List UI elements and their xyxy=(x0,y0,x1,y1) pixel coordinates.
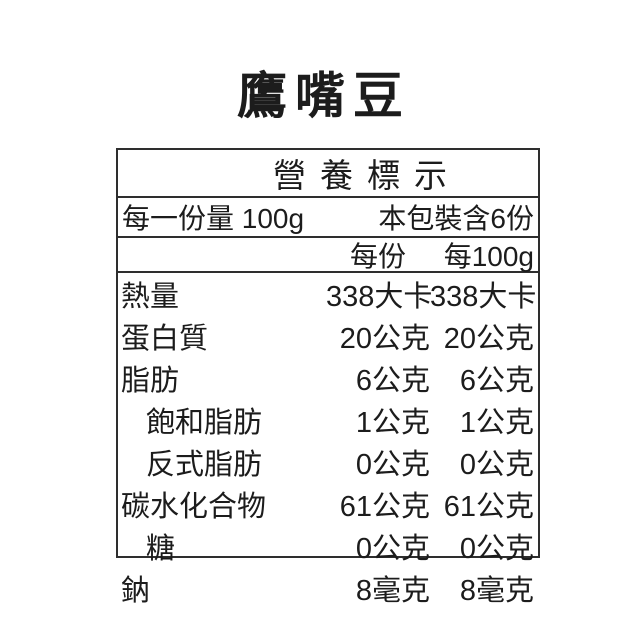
nutrient-row: 反式脂肪 0公克 0公克 xyxy=(118,441,538,483)
nutrient-label: 鈉 xyxy=(121,575,151,607)
per-serving-value: 0公克 xyxy=(355,449,430,481)
nutrition-header-row: 營養標示 xyxy=(118,150,538,198)
per-serving-value: 61公克 xyxy=(339,491,430,523)
nutrient-label: 糖 xyxy=(146,533,176,565)
nutrient-row: 脂肪 6公克 6公克 xyxy=(118,357,538,399)
product-title: 鷹嘴豆 xyxy=(237,68,411,124)
nutrient-row: 熱量 338大卡 338大卡 xyxy=(118,273,538,315)
nutrient-row: 蛋白質 20公克 20公克 xyxy=(118,315,538,357)
per-serving-value: 8毫克 xyxy=(355,575,430,607)
nutrient-row: 碳水化合物 61公克 61公克 xyxy=(118,483,538,525)
per-100g-value: 8毫克 xyxy=(459,575,534,607)
nutrition-table-body: 熱量 338大卡 338大卡蛋白質 20公克 20公克脂肪 6公克 6公克飽和脂肪 1公克 1公… xyxy=(118,273,538,609)
nutrient-label: 飽和脂肪 xyxy=(146,407,263,439)
per-serving-value: 6公克 xyxy=(355,365,430,397)
per-100g-value: 61公克 xyxy=(443,491,534,523)
nutrient-label: 碳水化合物 xyxy=(121,491,267,523)
column-header-per-serving: 每份 xyxy=(349,240,406,272)
per-serving-value: 1公克 xyxy=(355,407,430,439)
serving-info-row: 每一份量 100g 本包裝含6份 xyxy=(118,198,538,238)
nutrient-row: 鈉 8毫克 8毫克 xyxy=(118,567,538,609)
per-100g-value: 0公克 xyxy=(459,533,534,565)
column-header-row: 每份 每100g xyxy=(118,238,538,273)
servings-per-package-text: 本包裝含6份 xyxy=(378,203,534,234)
serving-size-text: 每一份量 100g xyxy=(122,203,305,234)
per-100g-value: 1公克 xyxy=(459,407,534,439)
per-100g-value: 0公克 xyxy=(459,449,534,481)
column-header-per-100g: 每100g xyxy=(443,240,534,272)
nutrition-header-title: 營養標示 xyxy=(273,157,461,194)
nutrient-label: 蛋白質 xyxy=(121,323,209,355)
per-serving-value: 0公克 xyxy=(355,533,430,565)
nutrient-label: 脂肪 xyxy=(121,365,180,397)
per-100g-value: 6公克 xyxy=(459,365,534,397)
per-100g-value: 20公克 xyxy=(443,323,534,355)
nutrient-row: 糖 0公克 0公克 xyxy=(118,525,538,567)
nutrient-row: 飽和脂肪 1公克 1公克 xyxy=(118,399,538,441)
per-100g-value: 338大卡 xyxy=(430,281,537,313)
nutrient-label: 熱量 xyxy=(121,281,180,313)
nutrition-facts-table: 營養標示 每一份量 100g 本包裝含6份 每份 每100g 熱量 338大卡 33… xyxy=(116,148,540,607)
per-serving-value: 338大卡 xyxy=(326,281,433,313)
per-serving-value: 20公克 xyxy=(339,323,430,355)
nutrient-label: 反式脂肪 xyxy=(146,449,263,481)
